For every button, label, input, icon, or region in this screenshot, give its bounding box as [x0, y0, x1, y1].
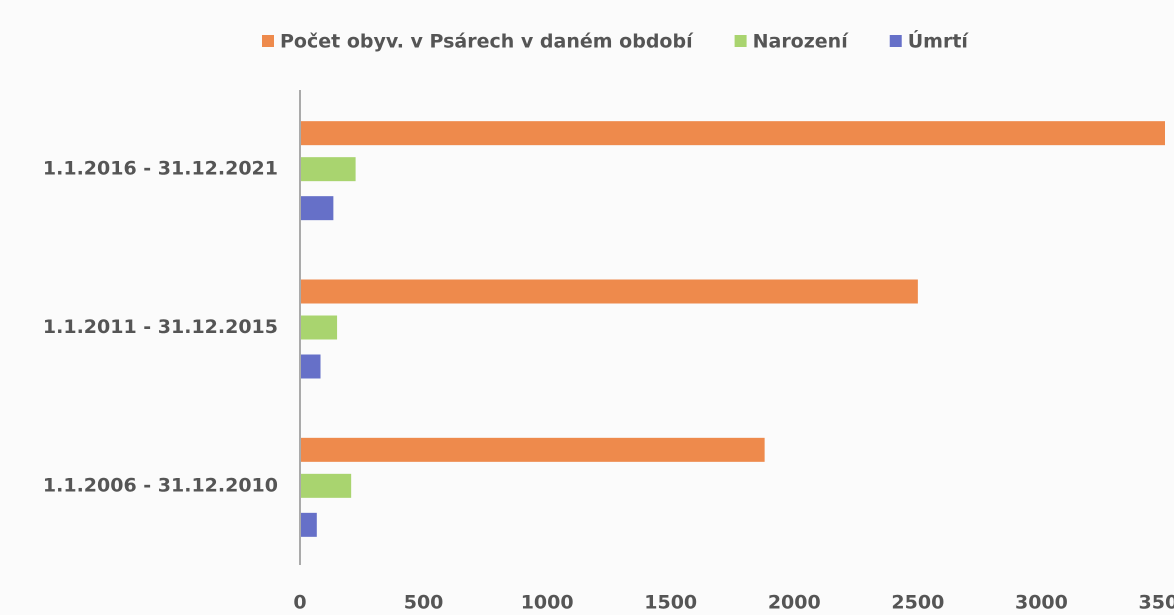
x-tick-label: 1500	[644, 592, 697, 614]
bar	[300, 315, 338, 340]
y-tick-label: 1.1.2006 - 31.12.2010	[43, 474, 278, 496]
x-tick-label: 3000	[1015, 592, 1068, 614]
x-tick-label: 2000	[768, 592, 821, 614]
x-tick-label: 0	[293, 592, 306, 614]
bar	[300, 121, 1165, 146]
bar	[300, 512, 317, 537]
y-tick-label: 1.1.2016 - 31.12.2021	[43, 158, 278, 180]
legend-label: Narození	[753, 31, 850, 53]
bar	[300, 473, 352, 498]
x-tick-label: 3500	[1139, 592, 1174, 614]
bar	[300, 354, 321, 379]
x-tick-label: 2500	[891, 592, 944, 614]
legend-swatch	[734, 35, 747, 47]
legend-label: Počet obyv. v Psárech v daném období	[280, 31, 694, 53]
legend-label: Úmrtí	[908, 29, 970, 53]
x-tick-label: 1000	[521, 592, 574, 614]
bar	[300, 437, 765, 462]
legend-swatch	[889, 35, 902, 47]
bar	[300, 196, 334, 221]
x-tick-label: 500	[404, 592, 444, 614]
bar	[300, 279, 918, 304]
bar	[300, 157, 356, 182]
legend-swatch	[262, 35, 274, 47]
y-tick-label: 1.1.2011 - 31.12.2015	[43, 316, 278, 338]
